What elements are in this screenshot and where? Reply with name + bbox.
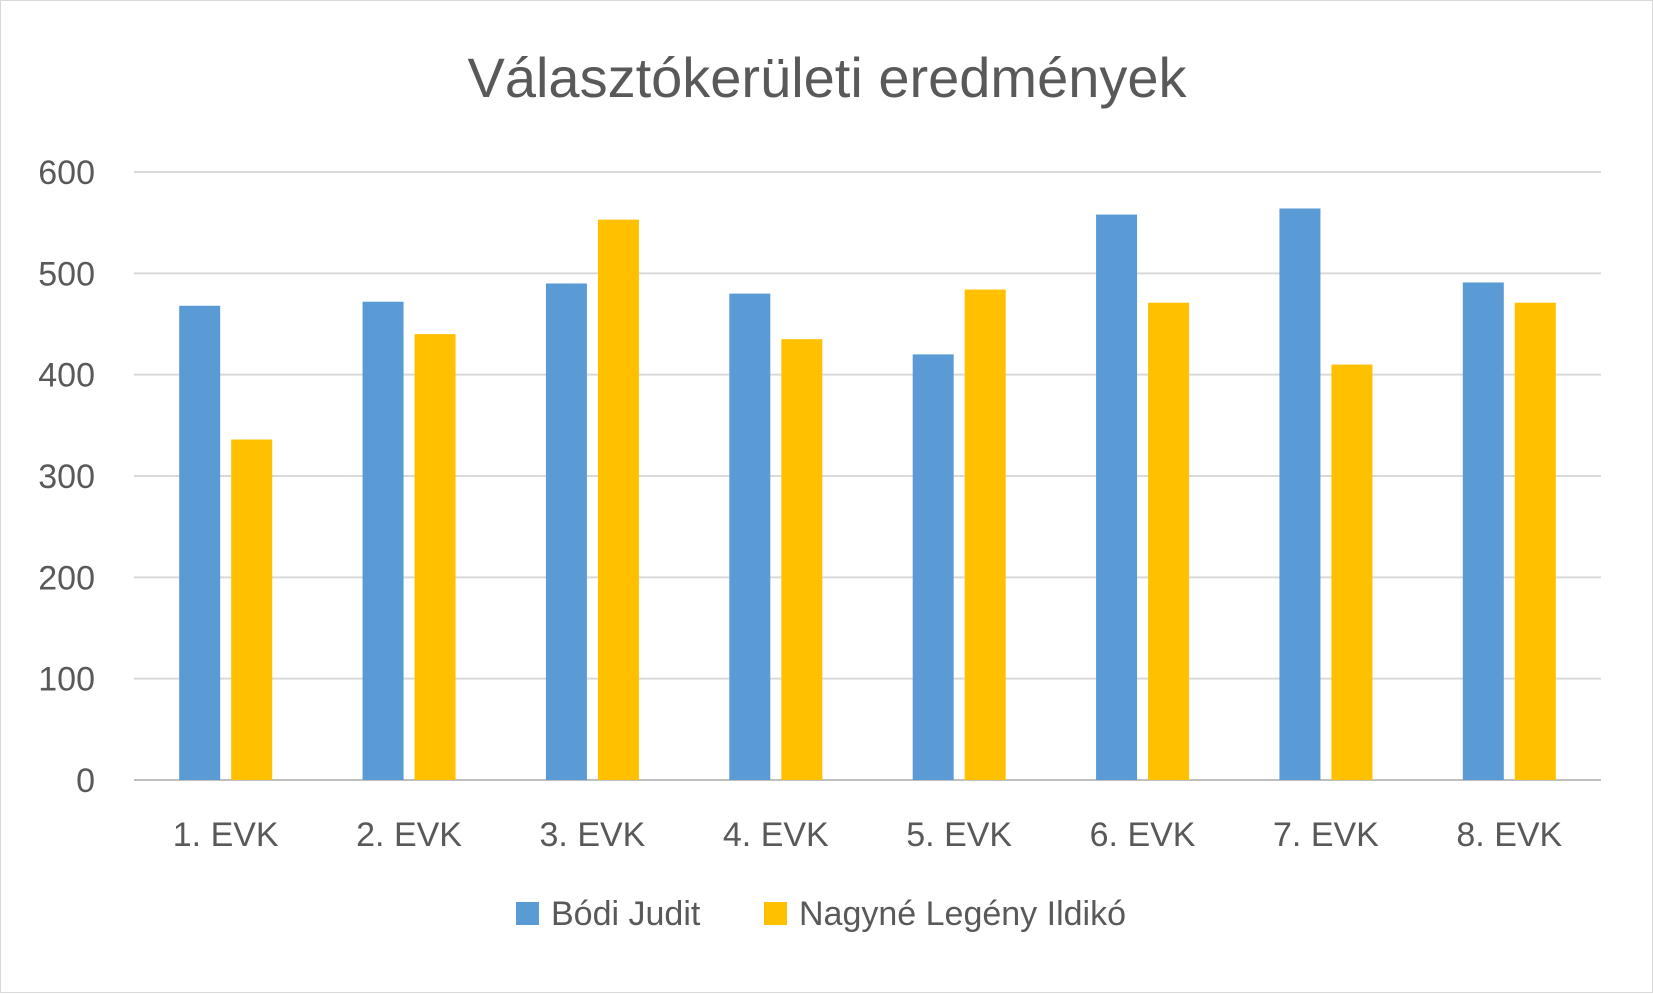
bar xyxy=(179,305,221,780)
bar xyxy=(781,339,823,780)
bar xyxy=(414,334,456,780)
y-tick-label: 300 xyxy=(38,458,95,496)
y-tick-label: 500 xyxy=(38,255,95,293)
bar xyxy=(1462,282,1504,780)
legend-swatch xyxy=(516,902,539,925)
bars xyxy=(179,208,1556,781)
bar xyxy=(231,439,273,780)
x-tick-label: 6. EVK xyxy=(1090,816,1196,854)
legend-label: Nagyné Legény Ildikó xyxy=(799,895,1126,933)
x-tick-label: 7. EVK xyxy=(1273,816,1379,854)
y-tick-label: 200 xyxy=(38,559,95,597)
chart-title: Választókerületi eredmények xyxy=(467,46,1187,109)
bar xyxy=(964,289,1006,780)
x-tick-label: 4. EVK xyxy=(723,816,829,854)
bar xyxy=(362,301,404,780)
y-tick-label: 600 xyxy=(38,154,95,192)
y-tick-label: 400 xyxy=(38,357,95,395)
x-tick-label: 8. EVK xyxy=(1456,816,1562,854)
legend-swatch xyxy=(764,902,787,925)
bar xyxy=(597,219,639,781)
legend: Bódi Judit Nagyné Legény Ildikó xyxy=(516,895,1126,933)
gridlines xyxy=(134,171,1601,781)
bar xyxy=(912,354,954,780)
bar xyxy=(1279,208,1321,781)
x-tick-label: 3. EVK xyxy=(540,816,646,854)
bar xyxy=(729,293,771,780)
x-tick-label: 1. EVK xyxy=(173,816,279,854)
bar xyxy=(1096,214,1138,780)
bar xyxy=(1148,302,1190,780)
y-tick-label: 100 xyxy=(38,661,95,699)
bar xyxy=(1331,364,1373,780)
x-tick-label: 2. EVK xyxy=(356,816,462,854)
legend-label: Bódi Judit xyxy=(551,895,701,933)
x-tick-label: 5. EVK xyxy=(906,816,1012,854)
bar xyxy=(1514,302,1556,780)
x-axis-ticks: 1. EVK 2. EVK 3. EVK 4. EVK 5. EVK 6. EVK 7. E… xyxy=(173,816,1563,854)
y-axis-ticks: 0 100 200 300 400 500 600 xyxy=(38,154,95,800)
y-tick-label: 0 xyxy=(76,762,95,800)
bar xyxy=(545,283,587,780)
